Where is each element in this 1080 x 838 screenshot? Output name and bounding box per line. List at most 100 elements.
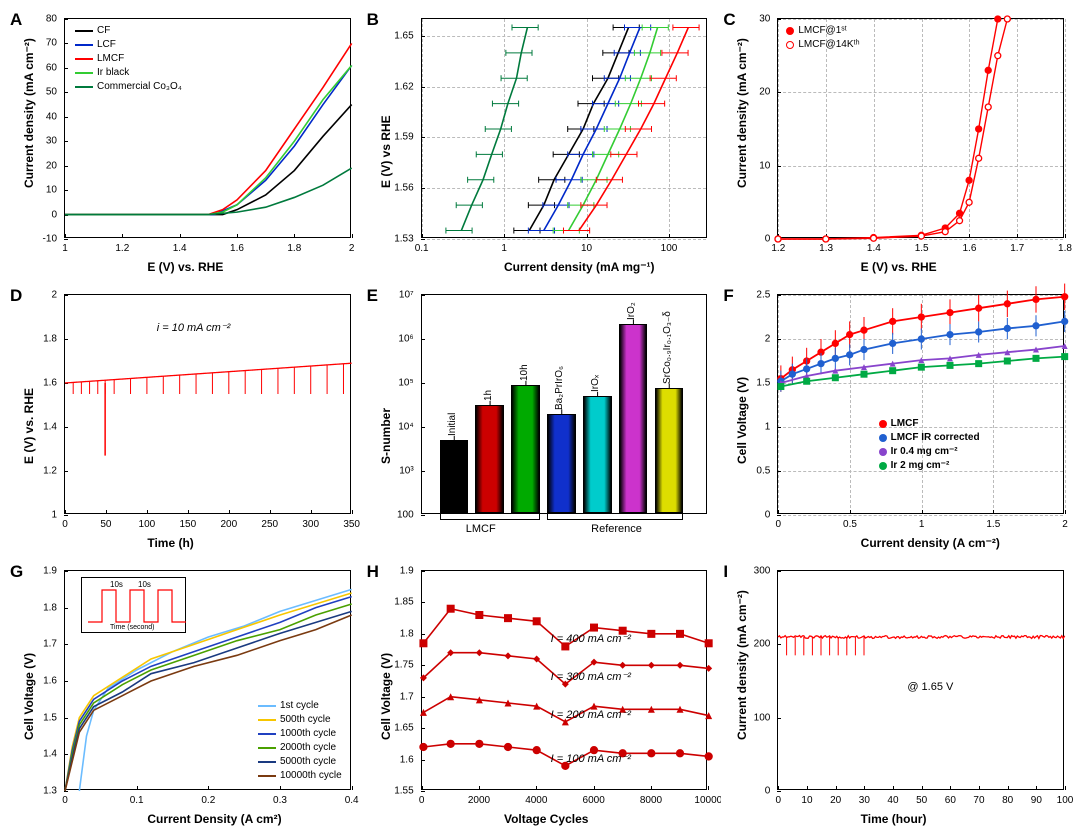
y-tick: 1.3 bbox=[15, 786, 57, 797]
x-tick: 1 bbox=[501, 243, 507, 254]
x-tick: 0.3 bbox=[273, 795, 287, 806]
panel-label: D bbox=[10, 286, 22, 306]
x-tick: 0.4 bbox=[345, 795, 359, 806]
legend-text: CF bbox=[97, 24, 110, 37]
plot-area: 00.10.20.30.41.31.41.51.61.71.81.91st cy… bbox=[64, 570, 351, 790]
inset-annot: 10s bbox=[110, 580, 123, 589]
y-tick: 1.8 bbox=[15, 602, 57, 613]
x-tick: 350 bbox=[343, 519, 360, 530]
y-axis-label: E (V) vs RHE bbox=[379, 115, 393, 188]
series-label: I = 300 mA cm⁻² bbox=[551, 670, 631, 683]
panel-label: C bbox=[723, 10, 735, 30]
x-tick: 10 bbox=[801, 795, 812, 806]
x-tick: 80 bbox=[1002, 795, 1013, 806]
legend-text: 1st cycle bbox=[280, 699, 319, 712]
panel-label: H bbox=[367, 562, 379, 582]
x-tick: 2 bbox=[349, 243, 355, 254]
x-tick: 10 bbox=[581, 243, 592, 254]
y-tick: 1.7 bbox=[15, 639, 57, 650]
x-tick: 0 bbox=[776, 519, 782, 530]
bar-label: IrO₂ bbox=[626, 302, 637, 320]
bar bbox=[440, 440, 469, 513]
x-tick: 1.4 bbox=[867, 243, 881, 254]
x-tick: 1.4 bbox=[173, 243, 187, 254]
y-tick: 1.65 bbox=[372, 30, 414, 41]
plot-svg bbox=[778, 295, 1065, 515]
x-tick: 100 bbox=[139, 519, 156, 530]
group-bracket bbox=[547, 519, 683, 520]
x-tick: 0 bbox=[776, 795, 782, 806]
y-tick: 0 bbox=[728, 786, 770, 797]
panel-label: F bbox=[723, 286, 733, 306]
group-label: LMCF bbox=[466, 523, 496, 535]
x-tick: 0.1 bbox=[130, 795, 144, 806]
series-label: I = 100 mA cm⁻² bbox=[551, 752, 631, 765]
x-tick: 0 bbox=[62, 795, 68, 806]
plot-area: 01020304050607080901000100200300@ 1.65 V bbox=[777, 570, 1064, 790]
bar bbox=[583, 396, 612, 513]
x-tick: 0.5 bbox=[843, 519, 857, 530]
x-tick: 1.8 bbox=[1058, 243, 1072, 254]
plot-svg bbox=[422, 19, 709, 239]
bar-label: Initial bbox=[447, 413, 458, 436]
x-tick: 0.1 bbox=[415, 243, 429, 254]
legend-text: LMCF@1ˢᵗ bbox=[798, 24, 847, 37]
x-tick: 6000 bbox=[583, 795, 605, 806]
x-tick: 20 bbox=[830, 795, 841, 806]
legend-text: Ir 0.4 mg cm⁻² bbox=[891, 445, 958, 458]
panel-H: H 02000400060008000100001.551.61.651.71.7… bbox=[365, 560, 716, 830]
x-tick: 1.8 bbox=[287, 243, 301, 254]
y-tick: -10 bbox=[15, 234, 57, 245]
y-tick: 1.55 bbox=[372, 786, 414, 797]
x-tick: 8000 bbox=[640, 795, 662, 806]
x-axis-label: E (V) vs. RHE bbox=[861, 260, 937, 274]
panel-I: I01020304050607080901000100200300@ 1.65 … bbox=[721, 560, 1072, 830]
bar-label: 1h bbox=[483, 390, 494, 401]
x-tick: 4000 bbox=[525, 795, 547, 806]
panel-label: B bbox=[367, 10, 379, 30]
x-tick: 40 bbox=[887, 795, 898, 806]
x-axis-label: Current density (mA mg⁻¹) bbox=[504, 260, 655, 274]
annotation: @ 1.65 V bbox=[907, 681, 953, 693]
bar-label: SrCo₀.₉Ir₀.₁O₃₋δ bbox=[662, 311, 673, 384]
x-tick: 1.2 bbox=[771, 243, 785, 254]
legend-text: LCF bbox=[97, 38, 116, 51]
legend-text: LMCF@14Kᵗʰ bbox=[798, 38, 859, 51]
plot-area: 0.11101001.531.561.591.621.65 bbox=[421, 18, 708, 238]
legend-text: LMCF IR corrected bbox=[891, 431, 980, 444]
y-tick: 1 bbox=[15, 510, 57, 521]
y-tick: 1.6 bbox=[15, 378, 57, 389]
x-tick: 2000 bbox=[468, 795, 490, 806]
y-tick: 10⁵ bbox=[372, 378, 414, 389]
x-axis-label: Time (hour) bbox=[861, 812, 927, 826]
legend-text: LMCF bbox=[891, 417, 919, 430]
group-bracket bbox=[440, 519, 540, 520]
x-tick: 100 bbox=[661, 243, 678, 254]
x-axis-label: Time (h) bbox=[147, 536, 193, 550]
x-tick: 2 bbox=[1062, 519, 1068, 530]
x-tick: 10000 bbox=[694, 795, 722, 806]
panel-G: G00.10.20.30.41.31.41.51.61.71.81.91st c… bbox=[8, 560, 359, 830]
inset-xlabel: Time (second) bbox=[110, 624, 154, 631]
plot-area: 02000400060008000100001.551.61.651.71.75… bbox=[421, 570, 708, 790]
y-tick: 1.8 bbox=[372, 628, 414, 639]
x-tick: 1 bbox=[62, 243, 68, 254]
x-tick: 60 bbox=[945, 795, 956, 806]
x-tick: 70 bbox=[973, 795, 984, 806]
legend-text: Commercial Co₃O₄ bbox=[97, 80, 182, 93]
y-tick: 2.5 bbox=[728, 290, 770, 301]
legend-text: Ir black bbox=[97, 66, 129, 79]
legend-text: 10000th cycle bbox=[280, 769, 342, 782]
y-tick: 1.4 bbox=[15, 749, 57, 760]
y-tick: 10³ bbox=[372, 466, 414, 477]
y-tick: 1.62 bbox=[372, 81, 414, 92]
panel-label: E bbox=[367, 286, 378, 306]
group-label: Reference bbox=[591, 523, 642, 535]
x-tick: 1.5 bbox=[915, 243, 929, 254]
x-tick: 250 bbox=[261, 519, 278, 530]
annotation: i = 10 mA cm⁻² bbox=[157, 321, 231, 334]
x-tick: 50 bbox=[100, 519, 111, 530]
panel-label: A bbox=[10, 10, 22, 30]
y-tick: 0 bbox=[728, 510, 770, 521]
x-tick: 300 bbox=[302, 519, 319, 530]
